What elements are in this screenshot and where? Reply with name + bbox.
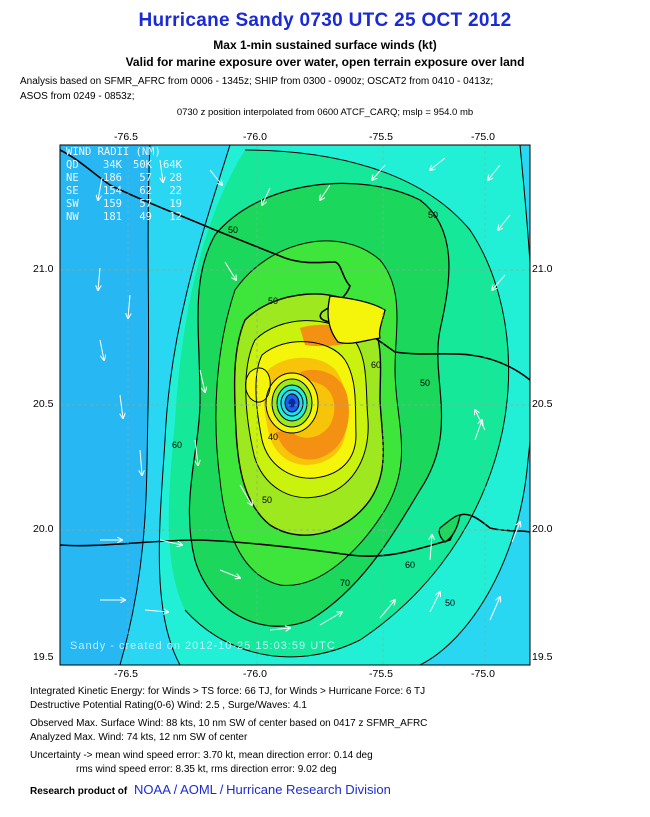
contour-label: 70 <box>340 578 351 588</box>
lon-tick-label-bottom: -75.5 <box>369 668 393 680</box>
contour-label: 50 <box>445 598 456 608</box>
wind-radii-quadrant: SW <box>66 198 79 210</box>
lon-tick-label-top: -76.5 <box>114 131 138 143</box>
wind-radii-row: SW 159 57 19 <box>66 198 182 211</box>
wind-radii-quadrant: NE <box>66 172 79 184</box>
plot-border <box>59 144 531 666</box>
wind-radii-quadrant: SE <box>66 185 79 197</box>
wind-radii-value: 186 <box>103 172 122 184</box>
wind-radii-title: WIND RADII (NM) <box>66 146 161 158</box>
contour-label: 50 <box>428 210 439 220</box>
lat-tick-label-right: 21.0 <box>532 263 553 275</box>
wind-radii-row: SE 154 62 22 <box>66 185 182 198</box>
contour-label: 60 <box>371 360 382 370</box>
lat-tick-label-right: 20.5 <box>532 398 553 410</box>
wind-radii-value: 154 <box>103 185 122 197</box>
contour-label: 60 <box>405 560 416 570</box>
wind-radii-value: 64K <box>163 159 182 171</box>
lat-tick-label-left: 21.0 <box>33 263 54 275</box>
wind-map <box>59 144 531 666</box>
wind-radii-row: NE 186 57 28 <box>66 172 182 185</box>
dpr-info: Destructive Potential Rating(0-6) Wind: … <box>30 700 307 711</box>
lat-tick-label-left: 20.5 <box>33 398 54 410</box>
wind-radii-value: 49 <box>139 211 152 223</box>
lon-tick-label-top: -75.0 <box>471 131 495 143</box>
wind-radii-value: 22 <box>169 185 182 197</box>
map-credit: Sandy - created on 2012-10-25 15:03:59 U… <box>70 640 336 652</box>
wind-radii-value: 34K <box>103 159 122 171</box>
field-eye-core <box>288 398 296 408</box>
research-label: Research product of <box>30 786 128 797</box>
wind-radii-value: 62 <box>139 185 152 197</box>
page-title: Hurricane Sandy 0730 UTC 25 OCT 2012 <box>138 10 512 31</box>
wind-radii-quadrant: QD <box>66 159 79 171</box>
wind-radii-header: QD 34K 50K 64K <box>66 159 182 172</box>
subtitle-units: Max 1-min sustained surface winds (kt) <box>213 38 437 52</box>
wind-radii-value: 159 <box>103 198 122 210</box>
wind-radii-value: 19 <box>169 198 182 210</box>
contour-label: 50 <box>262 495 273 505</box>
analysis-line-2: ASOS from 0249 - 0853z; <box>20 91 135 102</box>
coastlines <box>60 149 530 557</box>
wind-radii-table: WIND RADII (NM) QD 34K 50K 64K NE 186 57 28 SE 15… <box>66 146 182 224</box>
contour-label: 50 <box>420 378 431 388</box>
lon-tick-label-top: -75.5 <box>369 131 393 143</box>
separator-1: / <box>173 782 178 797</box>
analysis-info: Analysis based on SFMR_AFRC from 0006 - … <box>20 74 493 104</box>
noaa-link[interactable]: NOAA <box>134 782 171 797</box>
wind-radii-value: 50K <box>133 159 152 171</box>
subtitle-exposure: Valid for marine exposure over water, op… <box>125 55 525 69</box>
wind-radii-value: 28 <box>169 172 182 184</box>
field-eyewall-orange <box>276 369 349 460</box>
analyzed-max: Analyzed Max. Wind: 74 kts, 12 nm SW of … <box>30 732 248 743</box>
contour-lines <box>119 145 530 665</box>
lat-tick-label-left: 20.0 <box>33 523 54 535</box>
hrd-link[interactable]: Hurricane Research Division <box>226 782 391 797</box>
lon-tick-label-bottom: -76.0 <box>243 668 267 680</box>
lon-tick-label-top: -76.0 <box>243 131 267 143</box>
separator-2: / <box>219 782 224 797</box>
lat-tick-label-left: 19.5 <box>33 651 54 663</box>
wind-radii-value: 12 <box>169 211 182 223</box>
ike-info: Integrated Kinetic Energy: for Winds > T… <box>30 686 426 697</box>
observed-max: Observed Max. Surface Wind: 88 kts, 10 n… <box>30 718 428 729</box>
analysis-line-1: Analysis based on SFMR_AFRC from 0006 - … <box>20 76 494 87</box>
aoml-link[interactable]: AOML <box>180 782 217 797</box>
lon-tick-label-bottom: -76.5 <box>114 668 138 680</box>
wind-radii-quadrant: NW <box>66 211 79 223</box>
wind-vectors <box>98 157 520 630</box>
wind-field <box>60 145 530 665</box>
wind-radii-value: 181 <box>103 211 122 223</box>
lat-tick-label-right: 20.0 <box>532 523 553 535</box>
wind-radii-value: 57 <box>139 198 152 210</box>
position-info: 0730 z position interpolated from 0600 A… <box>176 107 474 118</box>
research-credit: Research product of NOAA / AOML / Hurric… <box>30 782 391 797</box>
contour-label: 50 <box>228 225 239 235</box>
uncertainty-rms: rms wind speed error: 8.35 kt, rms direc… <box>76 764 337 775</box>
wind-radii-value: 57 <box>139 172 152 184</box>
uncertainty-mean: Uncertainty -> mean wind speed error: 3.… <box>30 750 373 761</box>
lat-tick-label-right: 19.5 <box>532 651 553 663</box>
contour-label: 40 <box>268 432 279 442</box>
contour-label: 60 <box>172 440 183 450</box>
wind-radii-row: NW 181 49 12 <box>66 211 182 224</box>
contour-label: 50 <box>268 296 279 306</box>
grid-lines <box>60 145 530 665</box>
lon-tick-label-bottom: -75.0 <box>471 668 495 680</box>
